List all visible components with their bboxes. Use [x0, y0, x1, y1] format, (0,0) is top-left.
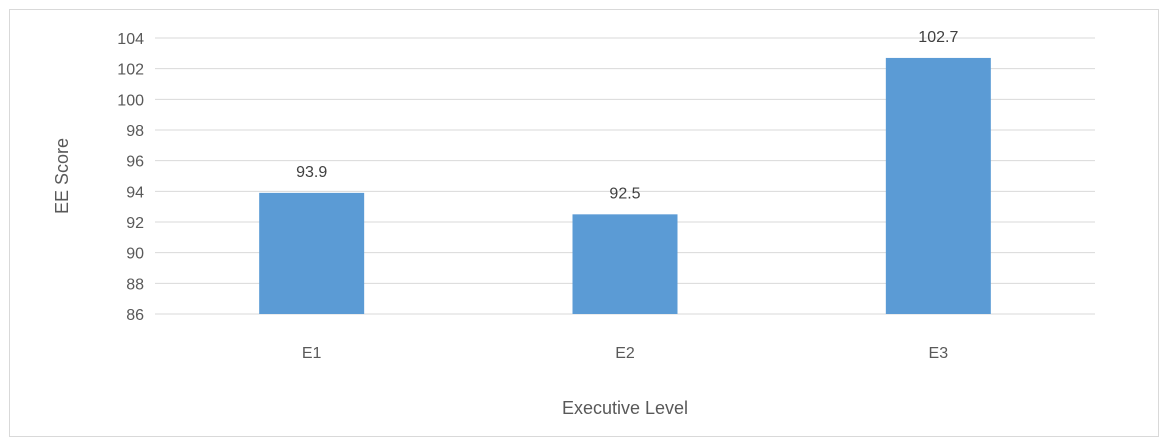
y-tick-label: 104: [117, 31, 144, 48]
y-axis-ticks: 86 88 90 92 94 96 98 100 102 104: [117, 31, 144, 324]
x-axis-ticks: E1 E2 E3: [302, 345, 948, 362]
data-labels: 93.9 92.5 102.7: [296, 29, 958, 202]
y-tick-label: 94: [126, 184, 144, 201]
y-tick-label: 86: [126, 307, 144, 324]
y-tick-label: 92: [126, 215, 144, 232]
x-axis-title: Executive Level: [562, 398, 688, 418]
y-tick-label: 90: [126, 246, 144, 263]
x-tick-label: E3: [929, 345, 949, 362]
bar-e2: [572, 214, 678, 314]
y-tick-label: 98: [126, 123, 144, 140]
y-tick-label: 100: [117, 92, 144, 109]
bar-e1: [259, 192, 365, 314]
y-tick-label: 96: [126, 154, 144, 171]
bars: [259, 57, 991, 314]
x-tick-label: E2: [615, 345, 635, 362]
y-axis-title: EE Score: [52, 138, 72, 214]
bar-e3: [885, 57, 991, 314]
y-tick-label: 102: [117, 62, 144, 79]
data-label: 92.5: [609, 185, 640, 202]
y-tick-label: 88: [126, 276, 144, 293]
data-label: 102.7: [918, 29, 958, 46]
data-label: 93.9: [296, 164, 327, 181]
x-tick-label: E1: [302, 345, 322, 362]
